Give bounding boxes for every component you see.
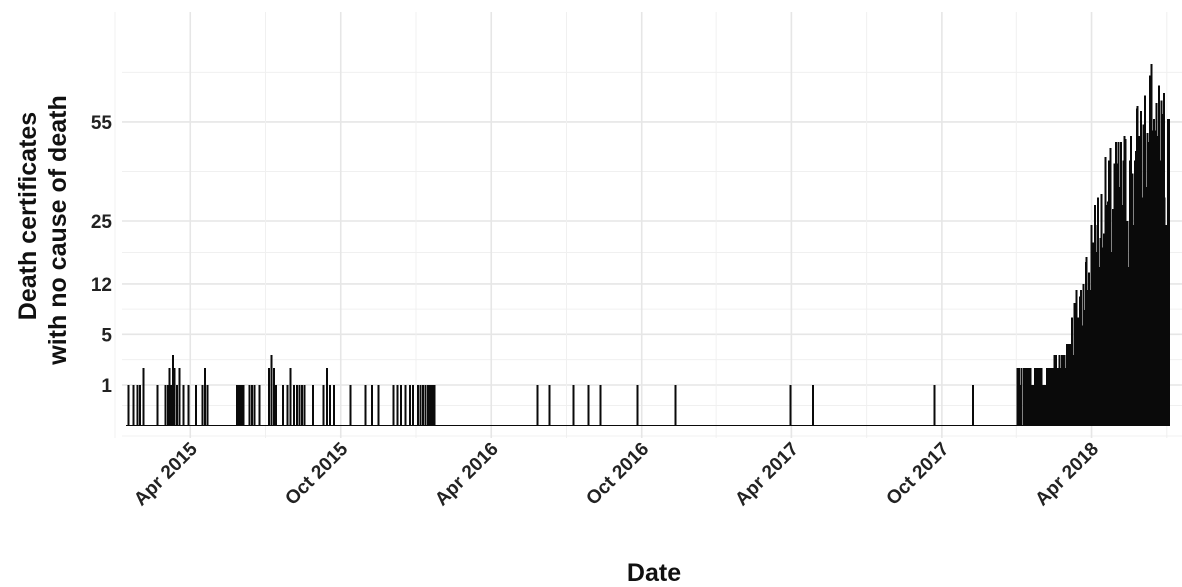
- y-tick-label: 12: [91, 275, 112, 296]
- x-tick-label: Apr 2016: [431, 439, 503, 511]
- y-tick-label: 1: [101, 376, 112, 397]
- x-tick-label: Oct 2017: [883, 439, 954, 510]
- x-tick-label: Oct 2016: [582, 439, 653, 510]
- x-tick-label: Apr 2015: [130, 438, 202, 510]
- x-tick-labels: Apr 2015 Oct 2015 Apr 2016 Oct 2016 Apr 2017…: [130, 438, 1103, 510]
- x-tick-label: Apr 2017: [731, 439, 803, 511]
- y-tick-label: 25: [91, 212, 113, 233]
- y-tick-labels: 1 5 12 25 55: [91, 113, 113, 397]
- bars: [125, 63, 1170, 426]
- y-tick-label: 5: [101, 325, 112, 346]
- y-tick-label: 55: [91, 113, 113, 134]
- grid: [114, 12, 1182, 438]
- x-axis-title: Date: [627, 559, 681, 587]
- x-tick-label: Apr 2018: [1031, 439, 1103, 511]
- x-tick-label: Oct 2015: [281, 438, 352, 509]
- y-axis-title-line-1: Death certificates: [14, 112, 42, 320]
- y-axis-title-line-2: with no cause of death: [44, 95, 72, 365]
